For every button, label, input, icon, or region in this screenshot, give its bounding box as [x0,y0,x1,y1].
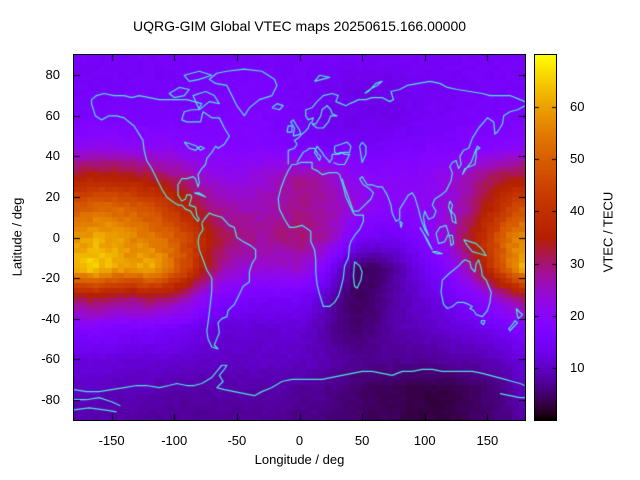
y-tick-label: 80 [45,67,60,83]
colorbar-tick-label: 60 [570,99,585,115]
chart-title: UQRG-GIM Global VTEC maps 20250615.166.0… [132,18,467,34]
y-tick-label: 0 [52,229,60,245]
x-tick-label: 100 [413,433,436,448]
colorbar-tick-label: 20 [570,307,585,323]
y-tick-label: 40 [45,148,60,164]
x-axis-label: Longitude / deg [254,452,345,467]
y-tick-label: 60 [45,107,60,123]
x-tick-label: -50 [227,433,247,448]
x-tick-label: 150 [476,433,499,448]
colorbar-label: VTEC / TECU [600,191,616,273]
colorbar-tick-label: 30 [570,255,585,271]
y-tick-label: 20 [45,188,60,204]
x-tick-label: 0 [295,433,304,448]
colorbar-canvas [535,55,556,420]
vtec-heatmap-canvas [74,55,525,420]
colorbar-tick-label: 40 [570,203,585,219]
colorbar-tick-label: 50 [570,151,585,167]
y-tick-label: -40 [41,310,60,326]
colorbar [534,54,557,421]
plot-area [73,54,526,421]
colorbar-tick-label: 10 [570,359,585,375]
x-tick-label: -150 [98,433,125,448]
y-tick-label: -80 [41,391,60,407]
x-tick-label: -100 [161,433,188,448]
y-tick-label: -60 [41,351,60,367]
x-tick-label: 50 [354,433,370,448]
y-tick-label: -20 [41,270,60,286]
